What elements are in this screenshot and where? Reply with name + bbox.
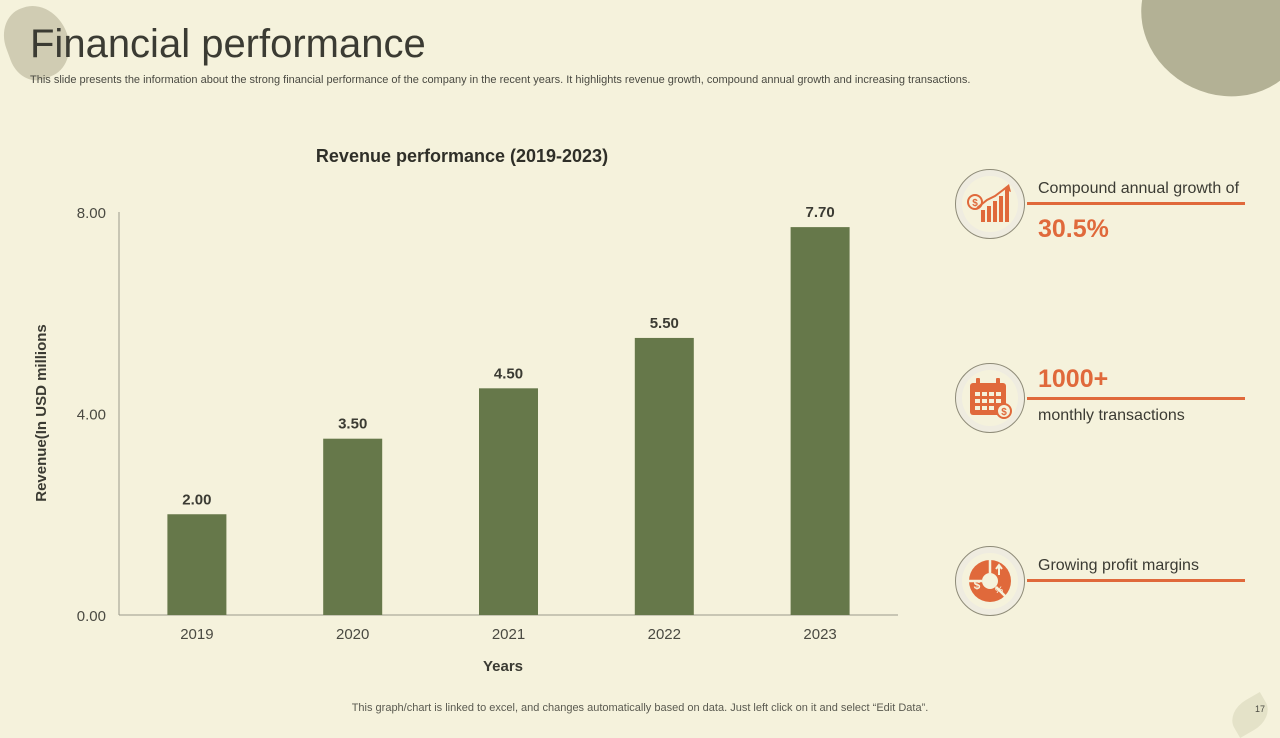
svg-text:%: % [995, 585, 1003, 595]
page-number: 17 [1254, 704, 1265, 714]
y-tick-label: 0.00 [77, 608, 106, 625]
y-tick-label: 4.00 [77, 407, 106, 424]
revenue-bar-chart[interactable]: Revenue performance (2019-2023) Revenue(… [0, 130, 920, 690]
kpi-transactions-label: monthly transactions [1038, 407, 1185, 424]
y-tick-label: 8.00 [77, 205, 106, 222]
bar-2019[interactable] [167, 514, 227, 615]
bar-2022[interactable] [634, 337, 694, 615]
profit-pie-icon: $ % [969, 560, 1011, 602]
slide-title: Financial performance [30, 22, 426, 66]
kpi-cagr-rule [1027, 202, 1245, 205]
svg-text:$: $ [974, 578, 981, 592]
svg-text:$: $ [972, 198, 978, 209]
kpi-cagr-icon-circle: $ [955, 169, 1025, 239]
slide-subtitle: This slide presents the information abou… [30, 74, 971, 86]
y-axis-label: Revenue(In USD millions [33, 324, 50, 502]
kpi-margins-rule [1027, 579, 1245, 582]
x-tick-label-2022: 2022 [648, 626, 681, 643]
bar-2023[interactable] [790, 227, 850, 616]
slide-footer-note: This graph/chart is linked to excel, and… [351, 702, 929, 714]
data-label-2019: 2.00 [182, 491, 211, 508]
kpi-margins-label: Growing profit margins [1038, 557, 1199, 574]
data-label-2020: 3.50 [338, 416, 367, 433]
x-axis-label: Years [483, 658, 523, 675]
x-tick-label-2023: 2023 [803, 626, 836, 643]
kpi-transactions-value: 1000+ [1038, 365, 1109, 393]
data-label-2021: 4.50 [494, 365, 523, 382]
bar-2020[interactable] [323, 438, 383, 615]
kpi-transactions: $ 1000+ monthly transactions [955, 363, 1255, 437]
growth-chart-icon: $ [967, 184, 1011, 222]
decorative-blob-top-right [1122, 0, 1280, 115]
data-label-2022: 5.50 [650, 315, 679, 332]
x-tick-label-2021: 2021 [492, 626, 525, 643]
data-label-2023: 7.70 [805, 204, 834, 221]
kpi-cagr: $ Compound annual growth of 30.5% [955, 169, 1255, 243]
decorative-leaf-bottom-right [1225, 692, 1275, 738]
svg-text:$: $ [1001, 407, 1007, 418]
kpi-transactions-rule [1027, 397, 1245, 400]
x-tick-label-2020: 2020 [336, 626, 369, 643]
chart-title: Revenue performance (2019-2023) [316, 146, 608, 166]
kpi-cagr-value: 30.5% [1038, 215, 1109, 243]
kpi-margins-icon-circle: $ % [955, 546, 1025, 616]
kpi-margins: $ % Growing profit margins [955, 546, 1255, 620]
kpi-cagr-label: Compound annual growth of [1038, 180, 1240, 197]
bar-2021[interactable] [479, 388, 538, 615]
calendar-dollar-icon: $ [970, 378, 1012, 419]
kpi-transactions-icon-circle: $ [955, 363, 1025, 433]
x-tick-label-2019: 2019 [180, 626, 213, 643]
